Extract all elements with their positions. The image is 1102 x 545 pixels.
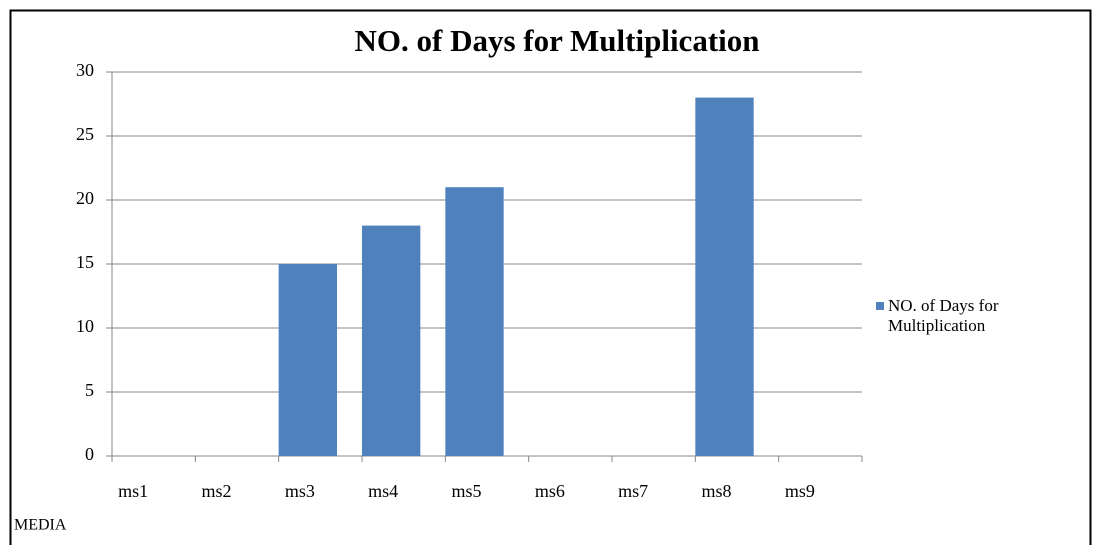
legend-swatch (876, 302, 884, 310)
x-tick-label: ms8 (701, 481, 731, 501)
x-tick-label: ms5 (451, 481, 481, 501)
x-tick-label: ms6 (535, 481, 565, 501)
x-tick-label: ms2 (201, 481, 231, 501)
y-tick-label: 15 (76, 252, 94, 272)
bar (362, 225, 421, 456)
x-tick-label: ms1 (118, 481, 148, 501)
x-tick-label: ms3 (285, 481, 315, 501)
x-tick-label: ms7 (618, 481, 648, 501)
x-tick-label: ms4 (368, 481, 398, 501)
y-tick-label: 30 (76, 60, 94, 80)
x-tick-label: ms9 (785, 481, 815, 501)
chart-border (9, 9, 1092, 545)
y-tick-label: 0 (85, 444, 94, 464)
y-tick-label: 10 (76, 316, 94, 336)
y-tick-label: 5 (85, 380, 94, 400)
bar (445, 187, 504, 456)
x-axis-label: MEDIA (14, 517, 67, 534)
y-tick-label: 20 (76, 188, 94, 208)
y-tick-label: 25 (76, 124, 94, 144)
legend-label: NO. of Days for Multiplication (888, 296, 999, 335)
chart-title: NO. of Days for Multiplication (355, 23, 760, 58)
legend: NO. of Days for Multiplication (876, 296, 1056, 336)
bar (695, 97, 754, 456)
bar (278, 264, 337, 456)
